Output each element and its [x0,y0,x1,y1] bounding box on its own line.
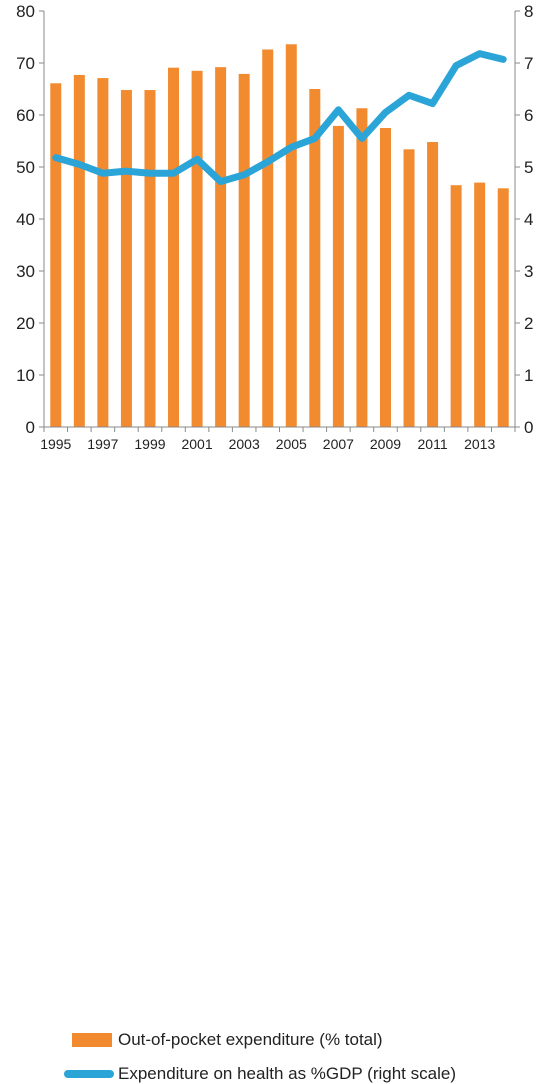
bar-2010 [403,149,415,427]
line-point-2014 [502,58,504,60]
x-tick-label: 2003 [229,436,260,452]
axes-layer [39,10,520,432]
line-point-2002 [220,181,222,183]
line-point-1997 [102,172,104,174]
line-point-2005 [290,146,292,148]
legend-item-health-gdp: Expenditure on health as %GDP (right sca… [64,1064,456,1084]
bar-2005 [285,44,297,427]
bar-2000 [168,67,180,428]
line-point-2012 [455,65,457,67]
x-tick-label: 1997 [87,436,118,452]
bar-2014 [497,188,509,427]
bar-2012 [450,185,462,427]
bar-2007 [332,125,344,428]
left-tick-label: 60 [16,106,35,125]
bar-1999 [144,90,156,427]
legend-swatch-bar [72,1033,112,1047]
health-gdp-line [52,50,507,186]
right-tick-label: 5 [524,158,533,177]
line-point-2009 [384,111,386,113]
labels-layer: 0 10 20 30 40 50 60 70 80 0 1 2 3 4 5 6 7 8 1995 1997 1999 20… [16,2,533,452]
line-point-2013 [479,53,481,55]
x-tick-label: 2011 [418,436,448,452]
bar-2009 [379,128,391,427]
line-point-2003 [243,174,245,176]
legend-label-out-of-pocket: Out-of-pocket expenditure (% total) [118,1030,383,1049]
right-tick-label: 8 [524,2,533,21]
left-tick-label: 80 [16,2,35,21]
x-tick-label: 2001 [181,436,212,452]
chart: 0 10 20 30 40 50 60 70 80 0 1 2 3 4 5 6 7 8 1995 1997 1999 20… [16,2,533,1083]
legend-swatch-line [64,1070,114,1078]
bar-2011 [427,142,439,428]
left-tick-label: 70 [16,54,35,73]
bar-1995 [50,83,62,427]
bar-2004 [262,49,274,427]
left-tick-label: 40 [16,210,35,229]
line-point-2001 [196,158,198,160]
right-tick-label: 3 [524,262,533,281]
bar-2003 [238,73,250,428]
line-point-1995 [55,157,57,159]
left-tick-label: 0 [26,418,35,437]
x-tick-label: 1995 [40,436,71,452]
line-layer [52,50,507,186]
bars-layer [50,44,509,428]
line-point-2007 [337,109,339,111]
x-tick-label: 2007 [323,436,354,452]
line-point-1996 [78,163,80,165]
chart-plot: 0 10 20 30 40 50 60 70 80 0 1 2 3 4 5 6 7 8 1995 1997 1999 20… [16,2,533,452]
line-point-2006 [314,137,316,139]
line-point-1999 [149,172,151,174]
bar-1996 [73,74,85,428]
bar-2006 [309,89,321,427]
x-tick-label: 1999 [134,436,165,452]
x-tick-label: 2005 [276,436,307,452]
line-point-2011 [432,103,434,105]
bar-2013 [474,182,486,427]
x-tick-label: 2013 [464,436,495,452]
left-tick-label: 50 [16,158,35,177]
right-tick-label: 2 [524,314,533,333]
right-tick-label: 0 [524,418,533,437]
right-tick-label: 4 [524,210,533,229]
bar-2008 [356,108,368,428]
legend-label-health-gdp: Expenditure on health as %GDP (right sca… [118,1064,456,1083]
right-tick-label: 1 [524,366,533,385]
line-point-2010 [408,94,410,96]
line-point-2008 [361,137,363,139]
right-tick-label: 7 [524,54,533,73]
bar-1997 [97,78,109,427]
right-tick-label: 6 [524,106,533,125]
x-tick-label: 2009 [370,436,401,452]
line-point-2000 [173,172,175,174]
bar-2002 [215,67,227,427]
line-point-2004 [267,161,269,163]
bar-1998 [120,90,132,427]
left-tick-label: 30 [16,262,35,281]
line-point-1998 [125,170,127,172]
legend-item-out-of-pocket: Out-of-pocket expenditure (% total) [72,1030,383,1050]
left-tick-label: 10 [16,366,35,385]
left-tick-label: 20 [16,314,35,333]
bar-2001 [191,70,203,428]
